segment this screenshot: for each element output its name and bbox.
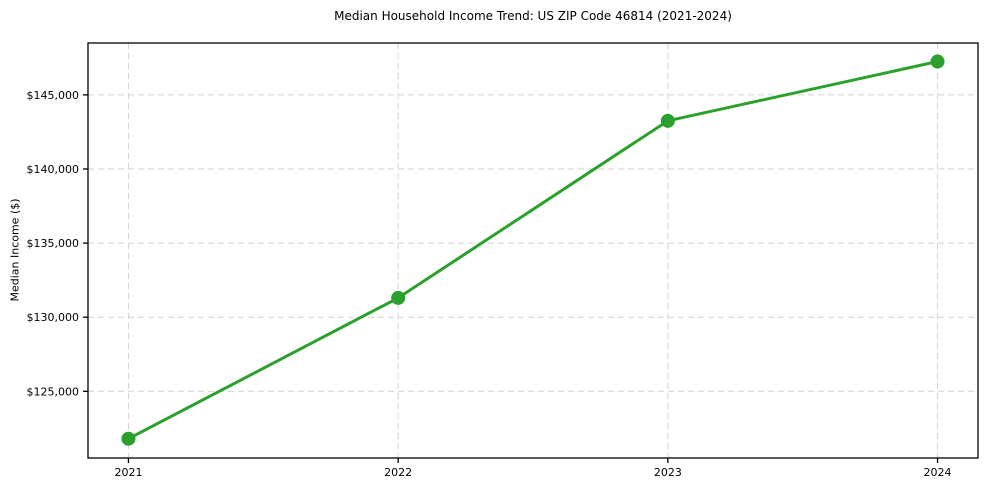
trend-line <box>126 60 940 441</box>
data-point <box>930 54 945 69</box>
y-tick-label: $140,000 <box>27 163 80 176</box>
y-tick-label: $130,000 <box>27 311 80 324</box>
chart-title: Median Household Income Trend: US ZIP Co… <box>334 9 732 23</box>
x-tick-label: 2023 <box>654 466 682 479</box>
y-tick-label: $145,000 <box>27 89 80 102</box>
y-tick-label: $135,000 <box>27 237 80 250</box>
data-point <box>391 290 406 305</box>
y-tick-label: $125,000 <box>27 385 80 398</box>
data-point <box>660 113 675 128</box>
x-tick-label: 2024 <box>924 466 952 479</box>
data-point <box>121 431 136 446</box>
x-tick-label: 2021 <box>114 466 142 479</box>
x-tick-label: 2022 <box>384 466 412 479</box>
plot-border <box>87 42 979 459</box>
